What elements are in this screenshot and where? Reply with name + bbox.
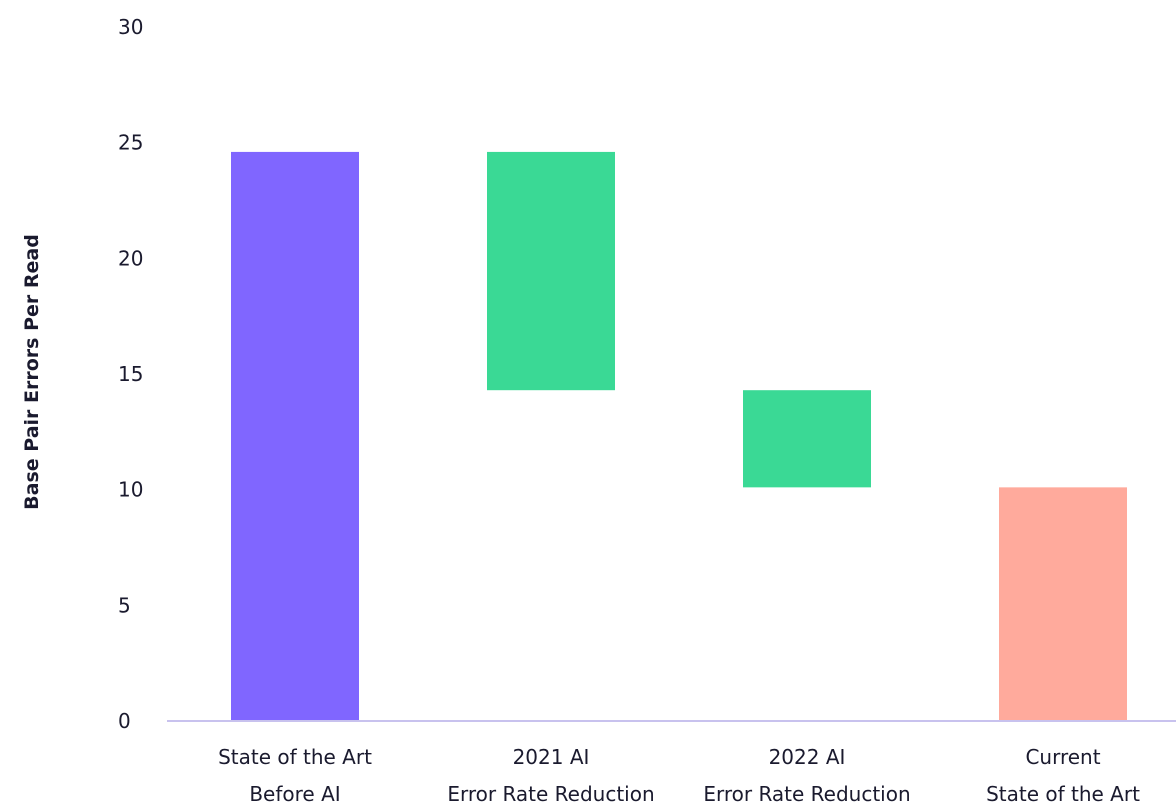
y-tick-labels: 0 5 10 15 20 25 30 [118,15,143,733]
y-tick-label: 10 [118,478,143,502]
x-category-label: Error Rate Reduction [447,782,654,806]
x-category-label: 2022 AI [769,745,846,769]
bar-decrease [743,390,871,488]
y-axis-title: Base Pair Errors Per Read [21,234,43,510]
bar-total [999,487,1127,721]
y-tick-label: 20 [118,246,143,270]
bar-total [231,151,359,722]
y-tick-label: 15 [118,362,143,386]
x-category-label: 2021 AI [513,745,590,769]
x-category-label: State of the Art [218,745,372,769]
y-tick-label: 0 [118,709,131,733]
category-labels: State of the Art Before AI 2021 AI Error Ra… [218,745,1140,806]
x-category-label: Current [1025,745,1100,769]
y-axis-title-group: Base Pair Errors Per Read [21,234,43,510]
x-category-label: Error Rate Reduction [703,782,910,806]
y-tick-label: 5 [118,593,131,617]
x-category-label: Before AI [249,782,340,806]
bars [231,151,1127,722]
y-tick-label: 25 [118,131,143,155]
bar-decrease [487,151,615,391]
y-tick-label: 30 [118,15,143,39]
x-category-label: State of the Art [986,782,1140,806]
